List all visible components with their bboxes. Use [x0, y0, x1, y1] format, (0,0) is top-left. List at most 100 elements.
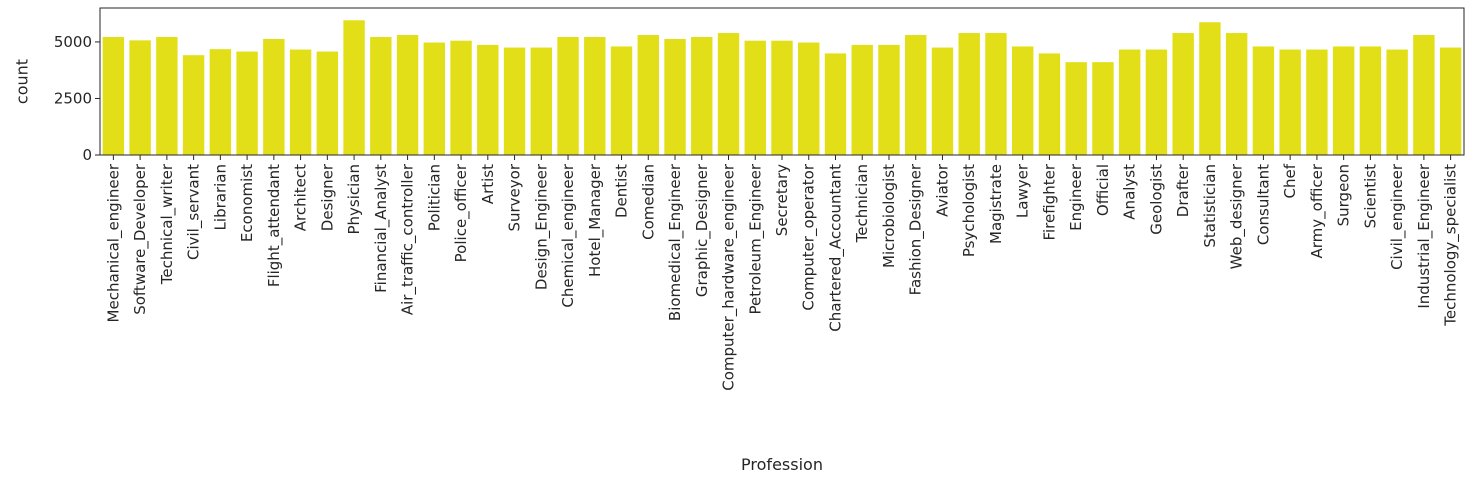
x-tick-label: Chartered_Accountant: [826, 164, 845, 332]
x-tick-label: Technology_specialist: [1442, 164, 1461, 327]
bar: [557, 37, 579, 156]
x-tick-label: Designer: [318, 163, 336, 231]
x-tick-label: Psychologist: [960, 164, 978, 257]
bar: [744, 40, 766, 156]
x-tick-label: Economist: [238, 164, 256, 242]
bar: [931, 47, 954, 155]
x-tick-label: Surveyor: [506, 163, 524, 231]
x-tick-label: Microbiologist: [880, 164, 898, 268]
y-axis: 0 2500 5000: [54, 33, 100, 164]
bar: [610, 46, 633, 156]
bar: [1145, 49, 1168, 155]
bar: [450, 40, 472, 156]
plot-frame: [99, 7, 1465, 156]
x-tick-label: Scientist: [1361, 164, 1379, 229]
bar: [637, 35, 659, 155]
x-tick-label: Technical_writer: [158, 163, 177, 285]
bar: [289, 49, 312, 155]
bar: [1065, 62, 1087, 155]
x-tick-label: Mechanical_engineer: [104, 163, 123, 322]
x-tick-label: Statistician: [1201, 164, 1219, 248]
x-tick-label: Aviator: [933, 163, 951, 217]
x-tick-label: Drafter: [1174, 163, 1192, 217]
bar: [851, 44, 873, 155]
bar: [985, 33, 1007, 155]
x-tick-label: Biomedical_Engineer: [666, 163, 685, 321]
bar: [1279, 49, 1301, 155]
x-tick-label: Hotel_Manager: [586, 163, 605, 277]
bar: [156, 37, 178, 156]
bar: [824, 53, 847, 155]
bar: [1252, 46, 1275, 156]
bar: [503, 47, 526, 155]
bar: [370, 37, 392, 156]
bar: [423, 42, 446, 155]
bar: [905, 35, 927, 155]
x-tick-label: Industrial_Engineer: [1415, 163, 1434, 308]
bar: [102, 37, 125, 156]
bar: [236, 51, 258, 155]
y-tick-label: 2500: [54, 89, 92, 107]
x-tick-label: Dentist: [613, 164, 631, 218]
x-tick-label: Technician: [853, 164, 871, 243]
x-tick-label: Petroleum_Engineer: [746, 163, 765, 314]
bar: [396, 35, 419, 155]
bar: [1386, 49, 1408, 155]
bar: [584, 37, 606, 156]
x-axis: Mechanical_engineer Software_Developer Tec…: [104, 155, 1461, 391]
x-tick-label: Police_officer: [452, 163, 471, 262]
x-tick-label: Web_designer: [1228, 163, 1247, 269]
x-tick-label: Design_Engineer: [532, 163, 551, 290]
bar: [1359, 46, 1382, 156]
x-tick-label: Consultant: [1254, 164, 1272, 245]
bar: [1118, 49, 1141, 155]
bar: [343, 20, 365, 156]
bar: [1225, 33, 1248, 155]
bar: [1199, 22, 1221, 155]
bar: [1306, 49, 1328, 155]
x-tick-label: Army_officer: [1308, 163, 1327, 258]
bar: [1092, 62, 1114, 155]
bar: [691, 37, 713, 156]
bar: [1439, 47, 1462, 155]
bar: [530, 47, 552, 155]
bar: [316, 51, 339, 155]
bar: [263, 39, 285, 155]
bar: [129, 40, 151, 156]
x-tick-label: Chemical_engineer: [559, 163, 578, 307]
x-tick-label: Software_Developer: [131, 163, 150, 315]
x-tick-label: Geologist: [1147, 164, 1165, 235]
x-tick-label: Civil_engineer: [1388, 163, 1407, 270]
x-tick-label: Civil_servant: [185, 164, 204, 260]
bar: [209, 49, 232, 155]
x-tick-label: Physician: [345, 164, 363, 235]
bar: [717, 33, 740, 155]
x-tick-label: Graphic_Designer: [693, 163, 712, 297]
bar: [798, 42, 820, 155]
x-tick-label: Surgeon: [1335, 164, 1353, 226]
x-tick-label: Financial_Analyst: [372, 164, 391, 293]
x-tick-label: Chef: [1281, 163, 1299, 198]
x-tick-label: Official: [1094, 164, 1112, 216]
bar: [878, 44, 900, 155]
x-tick-label: Flight_attendant: [265, 164, 284, 287]
x-tick-label: Politician: [425, 164, 443, 231]
x-tick-label: Secretary: [773, 164, 791, 236]
bar: [958, 33, 980, 155]
bar: [1413, 35, 1435, 155]
x-tick-label: Computer_operator: [800, 163, 819, 310]
bar: [1038, 53, 1061, 155]
x-tick-label: Engineer: [1067, 163, 1085, 231]
bar: [1012, 46, 1034, 156]
x-tick-label: Artist: [479, 164, 497, 204]
bar: [771, 40, 793, 156]
y-tick-label: 0: [82, 146, 92, 164]
x-tick-label: Firefighter: [1040, 163, 1058, 240]
x-axis-label: Profession: [741, 455, 823, 474]
x-tick-label: Librarian: [211, 164, 229, 230]
x-tick-label: Fashion_Designer: [907, 163, 926, 295]
x-tick-label: Comedian: [639, 164, 657, 240]
x-tick-label: Analyst: [1121, 164, 1139, 220]
bar: [182, 55, 205, 156]
